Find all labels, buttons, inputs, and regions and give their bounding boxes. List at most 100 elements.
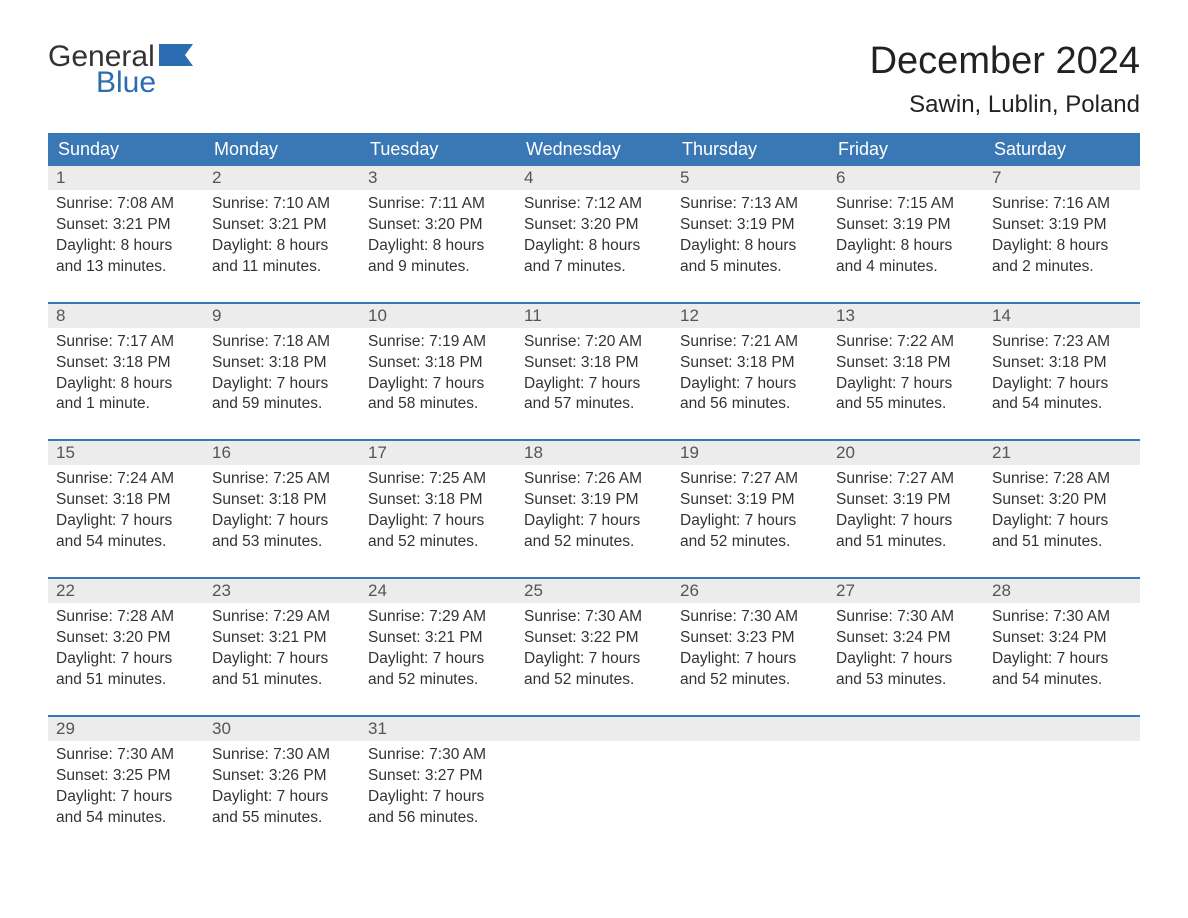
day-header: Tuesday bbox=[360, 133, 516, 166]
day-details: Sunrise: 7:16 AMSunset: 3:19 PMDaylight:… bbox=[984, 190, 1140, 288]
daylight-line: Daylight: 7 hours and 54 minutes. bbox=[992, 649, 1132, 691]
day-number: 20 bbox=[828, 441, 984, 465]
day-details: Sunrise: 7:19 AMSunset: 3:18 PMDaylight:… bbox=[360, 328, 516, 426]
day-details: Sunrise: 7:22 AMSunset: 3:18 PMDaylight:… bbox=[828, 328, 984, 426]
calendar-cell: 29Sunrise: 7:30 AMSunset: 3:25 PMDayligh… bbox=[48, 717, 204, 839]
sunset-line: Sunset: 3:20 PM bbox=[524, 215, 664, 236]
sunrise-line: Sunrise: 7:30 AM bbox=[992, 607, 1132, 628]
day-number: 11 bbox=[516, 304, 672, 328]
sunrise-line: Sunrise: 7:21 AM bbox=[680, 332, 820, 353]
sunset-line: Sunset: 3:24 PM bbox=[992, 628, 1132, 649]
sunset-line: Sunset: 3:19 PM bbox=[680, 215, 820, 236]
sunrise-line: Sunrise: 7:23 AM bbox=[992, 332, 1132, 353]
month-title: December 2024 bbox=[870, 40, 1140, 83]
sunrise-line: Sunrise: 7:30 AM bbox=[212, 745, 352, 766]
calendar-cell: 2Sunrise: 7:10 AMSunset: 3:21 PMDaylight… bbox=[204, 166, 360, 288]
week-row: 15Sunrise: 7:24 AMSunset: 3:18 PMDayligh… bbox=[48, 439, 1140, 563]
day-number: 28 bbox=[984, 579, 1140, 603]
calendar-cell bbox=[828, 717, 984, 839]
daylight-line: Daylight: 7 hours and 55 minutes. bbox=[836, 374, 976, 416]
calendar-cell: 1Sunrise: 7:08 AMSunset: 3:21 PMDaylight… bbox=[48, 166, 204, 288]
day-details: Sunrise: 7:30 AMSunset: 3:22 PMDaylight:… bbox=[516, 603, 672, 701]
empty-cell bbox=[984, 717, 1140, 741]
day-number: 15 bbox=[48, 441, 204, 465]
sunrise-line: Sunrise: 7:24 AM bbox=[56, 469, 196, 490]
sunrise-line: Sunrise: 7:13 AM bbox=[680, 194, 820, 215]
day-number: 9 bbox=[204, 304, 360, 328]
daylight-line: Daylight: 7 hours and 51 minutes. bbox=[56, 649, 196, 691]
daylight-line: Daylight: 7 hours and 58 minutes. bbox=[368, 374, 508, 416]
daylight-line: Daylight: 7 hours and 52 minutes. bbox=[368, 649, 508, 691]
day-details: Sunrise: 7:27 AMSunset: 3:19 PMDaylight:… bbox=[672, 465, 828, 563]
day-number: 18 bbox=[516, 441, 672, 465]
sunrise-line: Sunrise: 7:30 AM bbox=[524, 607, 664, 628]
sunrise-line: Sunrise: 7:11 AM bbox=[368, 194, 508, 215]
daylight-line: Daylight: 7 hours and 52 minutes. bbox=[680, 511, 820, 553]
sunrise-line: Sunrise: 7:30 AM bbox=[836, 607, 976, 628]
week-row: 1Sunrise: 7:08 AMSunset: 3:21 PMDaylight… bbox=[48, 166, 1140, 288]
day-header: Sunday bbox=[48, 133, 204, 166]
day-number: 31 bbox=[360, 717, 516, 741]
sunrise-line: Sunrise: 7:29 AM bbox=[368, 607, 508, 628]
daylight-line: Daylight: 7 hours and 51 minutes. bbox=[836, 511, 976, 553]
day-number: 8 bbox=[48, 304, 204, 328]
calendar-cell bbox=[516, 717, 672, 839]
day-details: Sunrise: 7:25 AMSunset: 3:18 PMDaylight:… bbox=[204, 465, 360, 563]
sunrise-line: Sunrise: 7:16 AM bbox=[992, 194, 1132, 215]
day-details: Sunrise: 7:28 AMSunset: 3:20 PMDaylight:… bbox=[984, 465, 1140, 563]
daylight-line: Daylight: 8 hours and 7 minutes. bbox=[524, 236, 664, 278]
calendar-cell: 10Sunrise: 7:19 AMSunset: 3:18 PMDayligh… bbox=[360, 304, 516, 426]
day-details: Sunrise: 7:15 AMSunset: 3:19 PMDaylight:… bbox=[828, 190, 984, 288]
day-header: Monday bbox=[204, 133, 360, 166]
sunset-line: Sunset: 3:19 PM bbox=[836, 490, 976, 511]
calendar-cell bbox=[672, 717, 828, 839]
day-number: 22 bbox=[48, 579, 204, 603]
daylight-line: Daylight: 8 hours and 2 minutes. bbox=[992, 236, 1132, 278]
day-number: 23 bbox=[204, 579, 360, 603]
calendar-cell: 3Sunrise: 7:11 AMSunset: 3:20 PMDaylight… bbox=[360, 166, 516, 288]
calendar-cell: 25Sunrise: 7:30 AMSunset: 3:22 PMDayligh… bbox=[516, 579, 672, 701]
daylight-line: Daylight: 7 hours and 52 minutes. bbox=[680, 649, 820, 691]
day-details: Sunrise: 7:20 AMSunset: 3:18 PMDaylight:… bbox=[516, 328, 672, 426]
sunset-line: Sunset: 3:20 PM bbox=[56, 628, 196, 649]
sunset-line: Sunset: 3:27 PM bbox=[368, 766, 508, 787]
weeks-container: 1Sunrise: 7:08 AMSunset: 3:21 PMDaylight… bbox=[48, 166, 1140, 838]
daylight-line: Daylight: 7 hours and 54 minutes. bbox=[56, 511, 196, 553]
logo-text-blue: Blue bbox=[96, 66, 193, 100]
calendar-cell: 21Sunrise: 7:28 AMSunset: 3:20 PMDayligh… bbox=[984, 441, 1140, 563]
daylight-line: Daylight: 7 hours and 56 minutes. bbox=[680, 374, 820, 416]
sunset-line: Sunset: 3:20 PM bbox=[992, 490, 1132, 511]
calendar-cell: 20Sunrise: 7:27 AMSunset: 3:19 PMDayligh… bbox=[828, 441, 984, 563]
sunrise-line: Sunrise: 7:18 AM bbox=[212, 332, 352, 353]
day-details: Sunrise: 7:30 AMSunset: 3:25 PMDaylight:… bbox=[48, 741, 204, 839]
calendar-cell: 22Sunrise: 7:28 AMSunset: 3:20 PMDayligh… bbox=[48, 579, 204, 701]
calendar: Sunday Monday Tuesday Wednesday Thursday… bbox=[48, 133, 1140, 838]
day-number: 17 bbox=[360, 441, 516, 465]
sunset-line: Sunset: 3:19 PM bbox=[680, 490, 820, 511]
day-details: Sunrise: 7:25 AMSunset: 3:18 PMDaylight:… bbox=[360, 465, 516, 563]
sunrise-line: Sunrise: 7:30 AM bbox=[368, 745, 508, 766]
title-block: December 2024 Sawin, Lublin, Poland bbox=[870, 40, 1140, 119]
sunset-line: Sunset: 3:24 PM bbox=[836, 628, 976, 649]
calendar-cell: 16Sunrise: 7:25 AMSunset: 3:18 PMDayligh… bbox=[204, 441, 360, 563]
sunrise-line: Sunrise: 7:22 AM bbox=[836, 332, 976, 353]
sunrise-line: Sunrise: 7:10 AM bbox=[212, 194, 352, 215]
daylight-line: Daylight: 7 hours and 51 minutes. bbox=[212, 649, 352, 691]
day-number: 14 bbox=[984, 304, 1140, 328]
header: General Blue December 2024 Sawin, Lublin… bbox=[48, 40, 1140, 119]
day-number: 10 bbox=[360, 304, 516, 328]
calendar-cell: 27Sunrise: 7:30 AMSunset: 3:24 PMDayligh… bbox=[828, 579, 984, 701]
day-details: Sunrise: 7:30 AMSunset: 3:27 PMDaylight:… bbox=[360, 741, 516, 839]
day-details: Sunrise: 7:12 AMSunset: 3:20 PMDaylight:… bbox=[516, 190, 672, 288]
day-details: Sunrise: 7:30 AMSunset: 3:24 PMDaylight:… bbox=[828, 603, 984, 701]
sunset-line: Sunset: 3:22 PM bbox=[524, 628, 664, 649]
sunset-line: Sunset: 3:18 PM bbox=[56, 353, 196, 374]
calendar-cell: 17Sunrise: 7:25 AMSunset: 3:18 PMDayligh… bbox=[360, 441, 516, 563]
calendar-cell: 13Sunrise: 7:22 AMSunset: 3:18 PMDayligh… bbox=[828, 304, 984, 426]
sunrise-line: Sunrise: 7:30 AM bbox=[680, 607, 820, 628]
calendar-cell: 7Sunrise: 7:16 AMSunset: 3:19 PMDaylight… bbox=[984, 166, 1140, 288]
day-number: 12 bbox=[672, 304, 828, 328]
day-details: Sunrise: 7:30 AMSunset: 3:26 PMDaylight:… bbox=[204, 741, 360, 839]
day-number: 29 bbox=[48, 717, 204, 741]
calendar-cell: 19Sunrise: 7:27 AMSunset: 3:19 PMDayligh… bbox=[672, 441, 828, 563]
